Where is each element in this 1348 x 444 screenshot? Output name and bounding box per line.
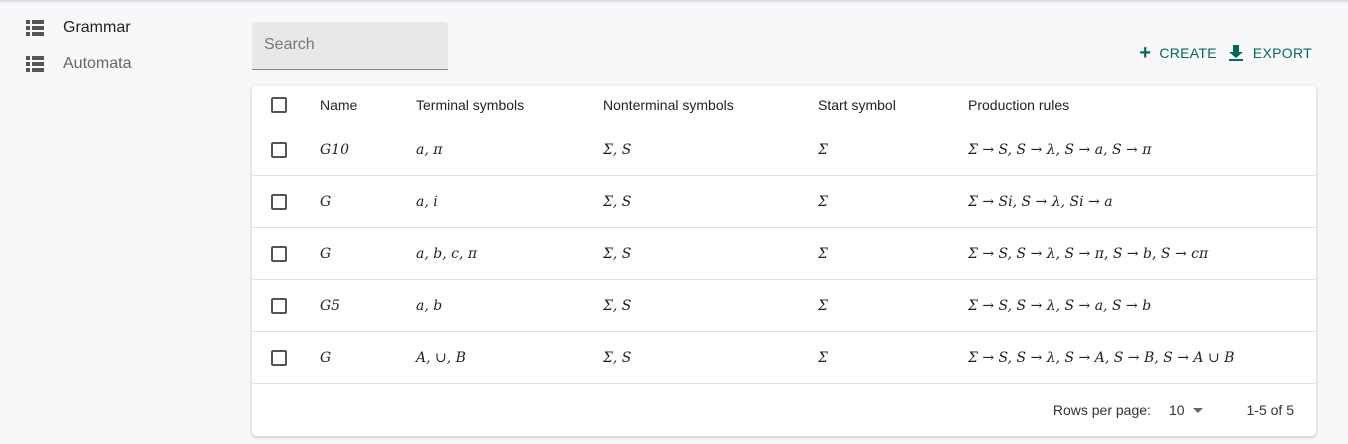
- sidebar-item-grammar[interactable]: Grammar: [8, 10, 228, 46]
- rows-per-page-value: 10: [1168, 402, 1185, 418]
- plus-icon: +: [1139, 42, 1152, 64]
- toolbar: + CREATE EXPORT: [1139, 42, 1312, 64]
- table-row[interactable]: G a, i Σ, S Σ Σ → Si, S → λ, Si → a: [252, 175, 1316, 228]
- sidebar-item-automata[interactable]: Automata: [8, 46, 228, 82]
- row-checkbox[interactable]: [271, 297, 287, 314]
- export-label: EXPORT: [1252, 45, 1312, 61]
- column-header-name[interactable]: Name: [320, 97, 358, 113]
- cell-terminals: a, i: [416, 175, 603, 228]
- cell-nonterminals: Σ, S: [603, 175, 818, 228]
- export-button[interactable]: EXPORT: [1228, 42, 1312, 64]
- cell-rules: Σ → S, S → λ, S → a, S → b: [968, 279, 1316, 332]
- cell-terminals: a, b, c, π: [416, 227, 603, 280]
- cell-rules: Σ → Si, S → λ, Si → a: [968, 175, 1316, 228]
- table-row[interactable]: G10 a, π Σ, S Σ Σ → S, S → λ, S → a, S →…: [252, 124, 1316, 176]
- create-button[interactable]: + CREATE: [1139, 42, 1217, 64]
- cell-nonterminals: Σ, S: [603, 331, 818, 384]
- cell-terminals: a, π: [416, 124, 603, 176]
- column-header-nonterminals[interactable]: Nonterminal symbols: [603, 97, 734, 113]
- search-field: [252, 22, 456, 70]
- cell-start: Σ: [818, 124, 968, 176]
- rows-per-page-select[interactable]: 10: [1169, 402, 1203, 418]
- cell-name: G5: [320, 279, 416, 332]
- create-label: CREATE: [1159, 45, 1217, 61]
- row-checkbox[interactable]: [271, 349, 287, 366]
- list-icon: [26, 20, 44, 36]
- grammar-table-card: Name Terminal symbols Nonterminal symbol…: [252, 86, 1316, 436]
- cell-name: G: [320, 331, 416, 384]
- row-checkbox[interactable]: [271, 245, 287, 262]
- caret-down-icon: [1192, 407, 1203, 413]
- cell-name: G: [320, 227, 416, 280]
- table-row[interactable]: G5 a, b Σ, S Σ Σ → S, S → λ, S → a, S → …: [252, 279, 1316, 332]
- sidebar-item-label: Grammar: [63, 19, 131, 36]
- column-header-terminals[interactable]: Terminal symbols: [416, 97, 525, 113]
- cell-start: Σ: [818, 227, 968, 280]
- cell-nonterminals: Σ, S: [603, 227, 818, 280]
- pagination-range: 1-5 of 5: [1246, 402, 1294, 418]
- grammar-table: Name Terminal symbols Nonterminal symbol…: [252, 86, 1316, 384]
- cell-rules: Σ → S, S → λ, S → π, S → b, S → cπ: [968, 227, 1316, 280]
- download-icon: [1228, 45, 1243, 61]
- row-checkbox[interactable]: [271, 141, 287, 158]
- select-all-checkbox[interactable]: [271, 97, 287, 113]
- top-shadow: [0, 0, 1348, 4]
- cell-name: G: [320, 175, 416, 228]
- cell-terminals: A, ∪, B: [416, 331, 603, 384]
- sidebar: Grammar Automata: [8, 10, 228, 82]
- cell-nonterminals: Σ, S: [603, 279, 818, 332]
- rows-per-page-label: Rows per page:: [1052, 402, 1151, 418]
- table-row[interactable]: G A, ∪, B Σ, S Σ Σ → S, S → λ, S → A, S …: [252, 331, 1316, 384]
- column-header-start[interactable]: Start symbol: [818, 97, 896, 113]
- list-icon: [26, 56, 44, 72]
- sidebar-item-label: Automata: [63, 55, 132, 72]
- cell-nonterminals: Σ, S: [603, 124, 818, 176]
- cell-terminals: a, b: [416, 279, 603, 332]
- table-header-row: Name Terminal symbols Nonterminal symbol…: [252, 86, 1316, 124]
- cell-rules: Σ → S, S → λ, S → A, S → B, S → A ∪ B: [968, 331, 1316, 384]
- table-row[interactable]: G a, b, c, π Σ, S Σ Σ → S, S → λ, S → π,…: [252, 227, 1316, 280]
- column-header-rules[interactable]: Production rules: [968, 97, 1070, 113]
- search-input[interactable]: [252, 22, 456, 68]
- cell-start: Σ: [818, 279, 968, 332]
- cell-rules: Σ → S, S → λ, S → a, S → π: [968, 124, 1316, 176]
- cell-start: Σ: [818, 175, 968, 228]
- row-checkbox[interactable]: [271, 193, 287, 210]
- cell-start: Σ: [818, 331, 968, 384]
- cell-name: G10: [320, 124, 416, 176]
- pagination: Rows per page: 10 1-5 of 5: [1053, 402, 1294, 418]
